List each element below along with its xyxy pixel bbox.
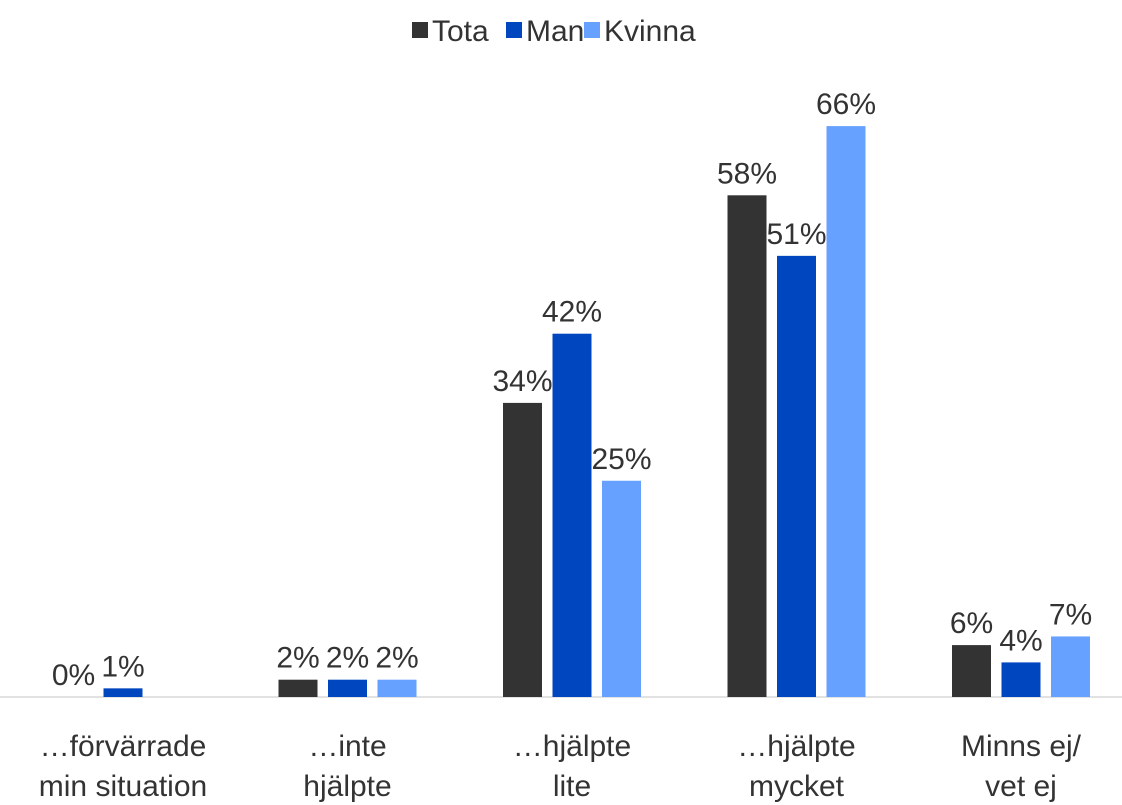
bar — [826, 126, 866, 698]
legend-swatch — [412, 22, 428, 38]
data-label: 2% — [326, 642, 369, 675]
bar — [278, 679, 318, 697]
bar — [552, 333, 592, 697]
x-tick-label: …hjälpte mycket — [737, 730, 856, 803]
bar — [1051, 636, 1090, 697]
x-tick-label: Minns ej/ vet ej — [960, 730, 1082, 803]
data-label: 34% — [492, 365, 552, 398]
bar — [777, 255, 816, 697]
bar — [952, 645, 991, 697]
legend-swatch — [584, 22, 600, 38]
bar — [103, 688, 143, 697]
legend-label: Kvinna — [604, 15, 696, 48]
bar — [727, 195, 767, 698]
data-label: 66% — [816, 88, 876, 121]
bar — [503, 402, 542, 697]
x-tick-label: …inte hjälpte — [303, 730, 392, 803]
data-label: 58% — [717, 157, 777, 190]
data-label: 1% — [101, 650, 144, 683]
data-label: 0% — [52, 659, 95, 692]
legend-label: Tota — [432, 15, 489, 48]
bar — [602, 480, 641, 697]
bar — [377, 679, 417, 697]
x-tick-label: …hjälpte lite — [512, 730, 632, 803]
data-label: 42% — [542, 296, 602, 329]
data-label: 4% — [999, 624, 1042, 657]
bar — [328, 679, 367, 697]
data-label: 51% — [766, 218, 826, 251]
legend-swatch — [506, 22, 522, 38]
legend-label: Man — [526, 15, 584, 48]
data-label: 2% — [276, 642, 319, 675]
data-label: 6% — [950, 607, 993, 640]
data-label: 7% — [1049, 598, 1092, 631]
x-tick-label: …förvärrade min situation — [38, 730, 208, 803]
bar — [1001, 662, 1041, 697]
data-label: 2% — [375, 642, 418, 675]
data-label: 25% — [591, 443, 651, 476]
